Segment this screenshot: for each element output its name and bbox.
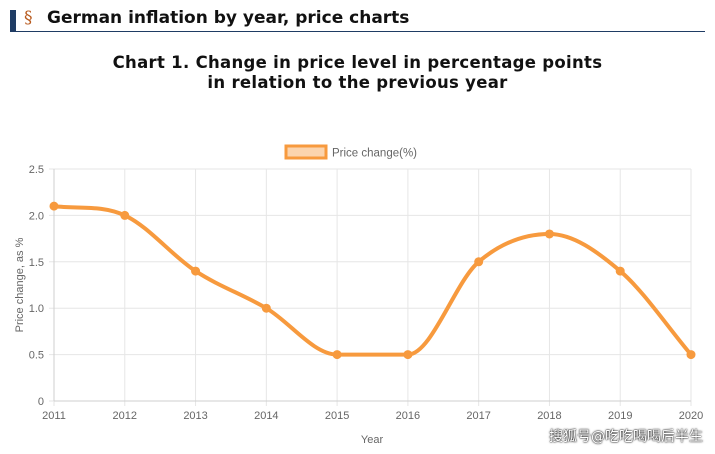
chart-ticks: 0 0.5 1.0 1.5 2.0 2.5 2011 2012 2013 2014 2015 2016… [29,164,704,422]
data-point[interactable] [332,350,342,360]
legend-swatch[interactable] [284,144,328,160]
chart-series [49,201,696,360]
data-point[interactable] [49,201,59,211]
data-point[interactable] [120,210,130,220]
data-point[interactable] [191,266,201,276]
series-line [52,204,693,357]
x-tick-label: 2014 [254,410,278,422]
legend-label[interactable]: Price change(%) [332,148,417,160]
y-tick-label: 0 [38,396,44,408]
y-tick-label: 0.5 [29,350,44,362]
x-tick-label: 2015 [325,410,349,422]
chart-legend[interactable]: Price change(%) [284,144,417,160]
watermark: 搜狐号@吃吃喝喝后半生 [549,429,703,445]
data-point[interactable] [261,303,271,313]
section-icon: § [24,8,33,28]
y-tick-label: 2.5 [29,164,44,176]
x-tick-label: 2019 [608,410,632,422]
page-header: § German inflation by year, price charts [10,8,705,32]
data-point[interactable] [615,266,625,276]
y-tick-label: 1.0 [29,303,44,315]
chart-grid [49,168,692,406]
data-point[interactable] [403,350,413,360]
y-tick-label: 2.0 [29,210,44,222]
data-point[interactable] [686,350,696,360]
x-tick-label: 2017 [466,410,490,422]
x-tick-label: 2011 [42,410,66,422]
x-tick-label: 2013 [183,410,207,422]
x-tick-label: 2020 [679,410,703,422]
y-axis-label: Price change, as % [14,237,26,332]
chart-axes [53,169,691,402]
data-point[interactable] [474,257,484,267]
x-tick-label: 2012 [113,410,137,422]
x-tick-label: 2016 [396,410,420,422]
y-tick-label: 1.5 [29,257,44,269]
chart-title-line1: Chart 1. Change in price level in percen… [112,53,603,72]
chart-title-line2: in relation to the previous year [207,73,508,92]
page-title: German inflation by year, price charts [47,8,410,28]
x-axis-label: Year [361,434,384,446]
data-point[interactable] [544,229,554,239]
x-tick-label: 2018 [537,410,561,422]
